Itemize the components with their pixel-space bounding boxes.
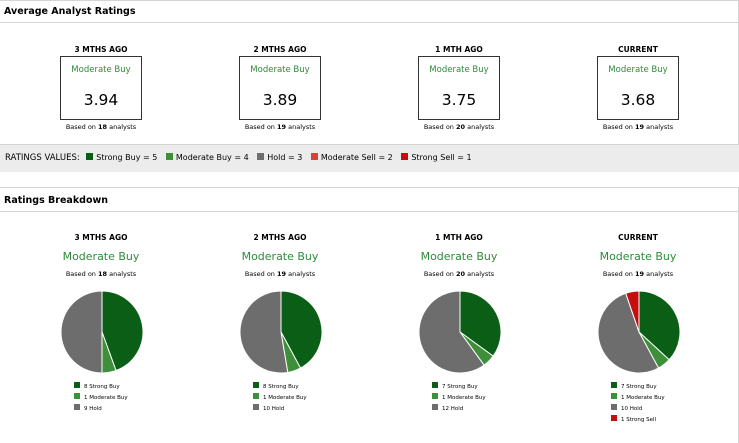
rating-value: 3.68 — [620, 91, 656, 109]
rating-label: Moderate Buy — [62, 250, 140, 263]
pie-slice-strong-sell — [625, 290, 640, 333]
rating-label: Moderate Buy — [250, 65, 310, 75]
legend-hold: Hold = 3 — [257, 153, 302, 162]
legend-entry: 8 Strong Buy — [74, 382, 128, 393]
rating-label: Moderate Buy — [71, 65, 131, 75]
pie-slice-strong-buy — [280, 290, 323, 369]
pie-slice-strong-buy — [459, 290, 502, 357]
ratings-breakdown-title: Ratings Breakdown — [0, 188, 738, 212]
pie-chart-current — [597, 290, 681, 374]
rating-box: Moderate Buy 3.94 — [60, 56, 142, 120]
based-on-text: Based on 20 analysts — [423, 123, 495, 131]
pie-slice-hold — [239, 290, 289, 374]
period-label: 3 MTHS AGO — [74, 233, 128, 242]
rating-box: Moderate Buy 3.75 — [418, 56, 500, 120]
period-label: CURRENT — [618, 45, 658, 54]
moderate-buy-swatch — [165, 153, 173, 160]
rating-label: Moderate Buy — [420, 250, 498, 263]
average-ratings-panel: Average Analyst Ratings 3 MTHS AGO Moder… — [0, 0, 739, 172]
rating-label: Moderate Buy — [608, 65, 668, 75]
ratings-values-bar: RATINGS VALUES: Strong Buy = 5 Moderate … — [0, 144, 739, 172]
average-ratings-title: Average Analyst Ratings — [0, 1, 738, 23]
based-on-text: Based on 18 analysts — [65, 270, 137, 278]
legend-entry: 10 Hold — [611, 404, 665, 415]
based-on-text: Based on 19 analysts — [244, 123, 316, 131]
based-on-text: Based on 20 analysts — [423, 270, 495, 278]
pie-slice-hold — [60, 290, 103, 374]
legend-moderate-sell: Moderate Sell = 2 — [310, 153, 393, 162]
rating-value: 3.75 — [441, 91, 477, 109]
legend-entry: 1 Moderate Buy — [611, 393, 665, 404]
legend-entry: 1 Moderate Buy — [74, 393, 128, 404]
rating-label: Moderate Buy — [241, 250, 319, 263]
legend-strong-sell: Strong Sell = 1 — [401, 153, 472, 162]
legend-entry: 7 Strong Buy — [611, 382, 665, 393]
pie-slice-hold — [597, 292, 660, 374]
pie-chart-3-months — [60, 290, 144, 374]
pie-slice-hold — [418, 290, 485, 374]
period-label: CURRENT — [618, 233, 658, 242]
period-label: 1 MTH AGO — [435, 233, 483, 242]
legend-moderate-buy: Moderate Buy = 4 — [165, 153, 249, 162]
legend-entry: 1 Strong Sell — [611, 415, 665, 426]
pie-chart-2-months — [239, 290, 323, 374]
based-on-text: Based on 18 analysts — [65, 123, 137, 131]
pie-legend: 7 Strong Buy 1 Moderate Buy 10 Hold 1 St… — [611, 382, 665, 426]
legend-entry: 9 Hold — [74, 404, 128, 415]
period-label: 2 MTHS AGO — [253, 45, 307, 54]
legend-entry: 1 Moderate Buy — [253, 393, 307, 404]
pie-slice-strong-buy — [638, 290, 681, 361]
pie-legend: 7 Strong Buy 1 Moderate Buy 12 Hold — [432, 382, 486, 415]
pie-slice-strong-buy — [101, 290, 144, 372]
legend-entry: 10 Hold — [253, 404, 307, 415]
rating-label: Moderate Buy — [429, 65, 489, 75]
pie-legend: 8 Strong Buy 1 Moderate Buy 10 Hold — [253, 382, 307, 415]
legend-entry: 7 Strong Buy — [432, 382, 486, 393]
rating-value: 3.89 — [262, 91, 298, 109]
hold-swatch — [257, 153, 265, 160]
legend-entry: 8 Strong Buy — [253, 382, 307, 393]
period-label: 2 MTHS AGO — [253, 233, 307, 242]
ratings-breakdown-panel: Ratings Breakdown 3 MTHS AGO Moderate Bu… — [0, 187, 739, 443]
based-on-text: Based on 19 analysts — [602, 123, 674, 131]
legend-strong-buy: Strong Buy = 5 — [86, 153, 157, 162]
rating-label: Moderate Buy — [599, 250, 677, 263]
period-label: 3 MTHS AGO — [74, 45, 128, 54]
based-on-text: Based on 19 analysts — [244, 270, 316, 278]
pie-chart-1-month — [418, 290, 502, 374]
period-label: 1 MTH AGO — [435, 45, 483, 54]
legend-entry: 1 Moderate Buy — [432, 393, 486, 404]
rating-box: Moderate Buy 3.68 — [597, 56, 679, 120]
legend-entry: 12 Hold — [432, 404, 486, 415]
rating-box: Moderate Buy 3.89 — [239, 56, 321, 120]
rating-value: 3.94 — [83, 91, 119, 109]
strong-sell-swatch — [401, 153, 409, 160]
pie-legend: 8 Strong Buy 1 Moderate Buy 9 Hold — [74, 382, 128, 415]
strong-buy-swatch — [86, 153, 94, 160]
moderate-sell-swatch — [310, 153, 318, 160]
ratings-values-title: RATINGS VALUES: — [5, 153, 80, 163]
based-on-text: Based on 19 analysts — [602, 270, 674, 278]
